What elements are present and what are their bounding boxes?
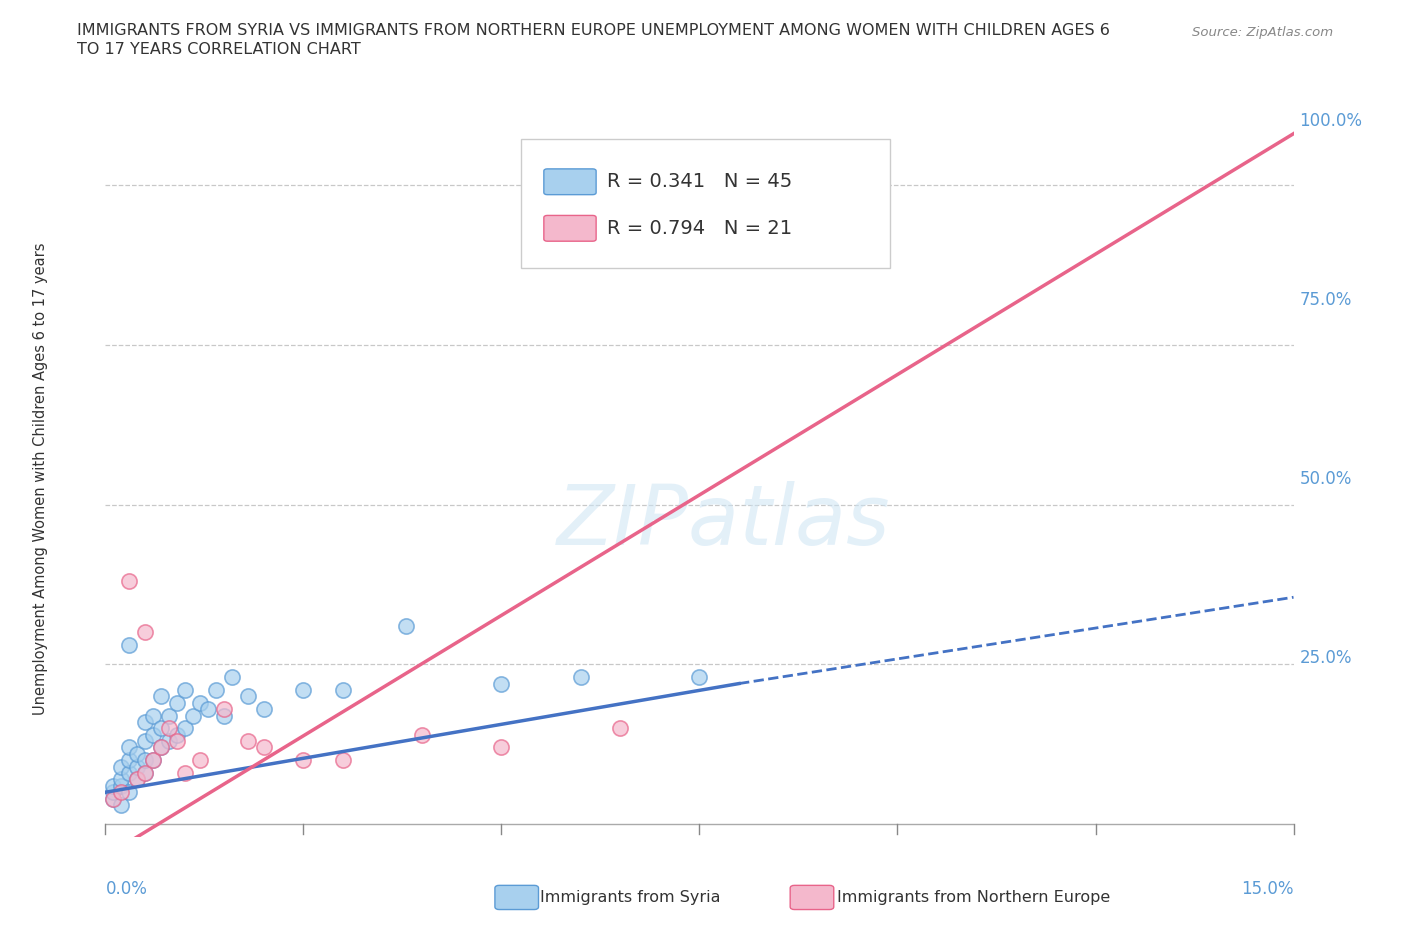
Point (253, 740, 276, 755)
Point (166, 696, 188, 711)
Point (491, 676, 513, 691)
Point (110, 798, 132, 813)
Point (149, 689, 172, 704)
Point (332, 683, 354, 698)
Point (166, 727, 188, 742)
Point (236, 734, 259, 749)
Point (292, 753, 315, 768)
Text: Source: ZipAtlas.com: Source: ZipAtlas.com (1192, 26, 1333, 39)
Point (103, 791, 125, 806)
Point (134, 765, 156, 780)
Text: Immigrants from Northern Europe: Immigrants from Northern Europe (837, 890, 1109, 905)
Point (134, 625, 156, 640)
Text: 50.0%: 50.0% (1299, 470, 1351, 488)
Point (134, 753, 156, 768)
Point (118, 785, 141, 800)
Point (173, 683, 195, 698)
FancyBboxPatch shape (544, 216, 596, 241)
Point (118, 765, 141, 780)
Point (157, 708, 180, 723)
Point (236, 689, 259, 704)
Text: R = 0.794   N = 21: R = 0.794 N = 21 (607, 219, 792, 238)
Point (149, 740, 172, 755)
Point (173, 721, 195, 736)
Point (689, 670, 711, 684)
Point (118, 740, 141, 755)
Point (292, 683, 315, 698)
Point (197, 701, 219, 716)
Point (134, 765, 156, 780)
Point (157, 734, 180, 749)
Point (491, 740, 513, 755)
Text: 75.0%: 75.0% (1299, 291, 1351, 309)
Text: 100.0%: 100.0% (1299, 112, 1362, 130)
Text: TO 17 YEARS CORRELATION CHART: TO 17 YEARS CORRELATION CHART (77, 42, 361, 57)
Point (134, 734, 156, 749)
Text: R = 0.341   N = 45: R = 0.341 N = 45 (607, 172, 792, 192)
Point (395, 618, 418, 633)
Text: 15.0%: 15.0% (1241, 880, 1294, 898)
Point (332, 753, 354, 768)
Point (166, 734, 188, 749)
Text: ZIPatlas: ZIPatlas (557, 482, 890, 563)
Point (253, 701, 276, 716)
Point (118, 753, 141, 768)
Text: IMMIGRANTS FROM SYRIA VS IMMIGRANTS FROM NORTHERN EUROPE UNEMPLOYMENT AMONG WOME: IMMIGRANTS FROM SYRIA VS IMMIGRANTS FROM… (77, 23, 1111, 38)
Point (118, 574, 141, 589)
Point (221, 670, 243, 684)
Point (149, 721, 172, 736)
Point (157, 721, 180, 736)
Point (205, 683, 228, 698)
Point (190, 696, 212, 711)
Point (110, 759, 132, 774)
Point (142, 753, 165, 768)
Point (689, 178, 711, 193)
Point (127, 772, 149, 787)
Point (134, 714, 156, 729)
FancyBboxPatch shape (522, 139, 890, 268)
Point (609, 721, 631, 736)
Point (569, 670, 592, 684)
Point (411, 727, 433, 742)
Point (190, 753, 212, 768)
Text: Immigrants from Syria: Immigrants from Syria (540, 890, 720, 905)
FancyBboxPatch shape (544, 169, 596, 194)
Point (110, 772, 132, 787)
Point (127, 772, 149, 787)
Point (103, 778, 125, 793)
Text: Unemployment Among Women with Children Ages 6 to 17 years: Unemployment Among Women with Children A… (32, 243, 48, 715)
Text: 25.0%: 25.0% (1299, 649, 1353, 667)
Point (142, 708, 165, 723)
Point (173, 765, 195, 780)
Point (110, 785, 132, 800)
Point (142, 753, 165, 768)
Point (214, 701, 236, 716)
Point (110, 778, 132, 793)
Point (149, 740, 172, 755)
Point (127, 747, 149, 762)
Point (142, 727, 165, 742)
Point (214, 708, 236, 723)
Point (103, 791, 125, 806)
Point (118, 638, 141, 653)
Point (127, 759, 149, 774)
Point (103, 785, 125, 800)
Text: 0.0%: 0.0% (105, 880, 148, 898)
Point (181, 708, 204, 723)
